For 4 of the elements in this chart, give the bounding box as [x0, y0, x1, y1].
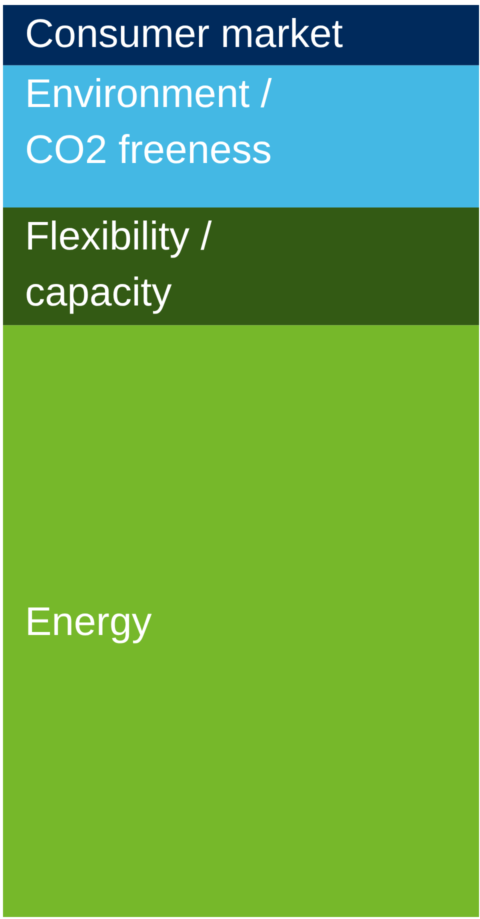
series-label: Energy: [25, 600, 152, 644]
series-label: Flexibility / capacity: [25, 214, 213, 314]
series-label: Environment / CO2 freeness: [25, 72, 273, 172]
series-label: Consumer market: [25, 12, 343, 56]
